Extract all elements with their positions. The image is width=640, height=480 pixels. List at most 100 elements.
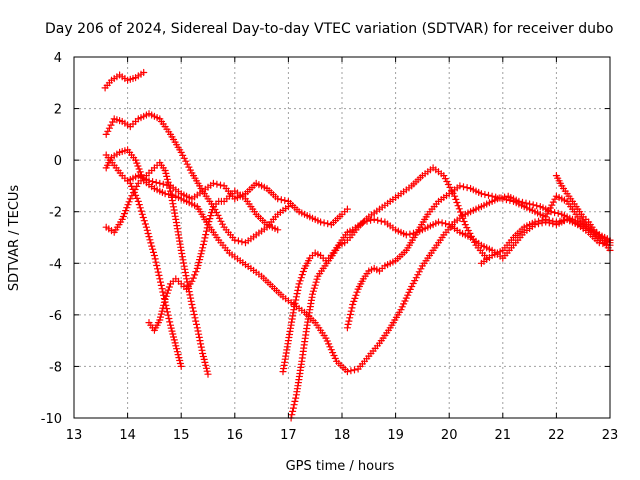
x-tick-label: 18 bbox=[334, 428, 351, 443]
data-point bbox=[217, 239, 220, 241]
data-point bbox=[491, 249, 493, 252]
data-point bbox=[295, 394, 298, 396]
data-point bbox=[126, 180, 129, 182]
data-point bbox=[212, 182, 215, 185]
data-point bbox=[598, 241, 601, 244]
data-point bbox=[153, 329, 156, 332]
data-point bbox=[368, 355, 370, 357]
data-point bbox=[475, 244, 477, 246]
data-point bbox=[282, 370, 284, 373]
data-point bbox=[201, 190, 204, 192]
data-point bbox=[561, 185, 563, 187]
data-point bbox=[175, 195, 177, 197]
data-point bbox=[293, 308, 295, 311]
data-point bbox=[169, 283, 172, 285]
data-point bbox=[104, 87, 106, 89]
data-point bbox=[223, 226, 225, 228]
series-trace bbox=[101, 68, 148, 92]
data-point bbox=[480, 244, 483, 246]
data-point bbox=[394, 259, 397, 262]
data-point bbox=[368, 270, 370, 272]
data-point bbox=[322, 267, 325, 270]
series-trace bbox=[287, 164, 491, 422]
data-point bbox=[561, 213, 563, 216]
data-point bbox=[448, 223, 451, 226]
data-point bbox=[287, 205, 290, 208]
x-tick-label: 14 bbox=[119, 428, 136, 443]
data-point bbox=[314, 252, 317, 254]
data-point bbox=[239, 259, 241, 262]
data-point bbox=[507, 195, 510, 197]
data-point bbox=[357, 368, 359, 370]
data-point bbox=[317, 275, 319, 278]
data-point bbox=[400, 192, 402, 195]
data-point bbox=[491, 195, 493, 197]
data-point bbox=[448, 192, 451, 195]
data-point bbox=[113, 164, 115, 167]
data-point bbox=[191, 280, 193, 283]
data-point bbox=[169, 324, 172, 327]
data-point bbox=[137, 174, 140, 177]
data-point bbox=[309, 257, 311, 259]
data-point bbox=[528, 203, 531, 205]
data-point bbox=[159, 319, 161, 321]
data-point bbox=[142, 71, 145, 74]
data-point bbox=[400, 308, 402, 311]
data-point bbox=[185, 278, 188, 280]
data-point bbox=[577, 223, 579, 226]
data-point bbox=[196, 327, 199, 329]
data-point bbox=[314, 321, 317, 324]
data-point bbox=[577, 208, 579, 210]
data-point bbox=[464, 223, 467, 226]
series-trace bbox=[102, 151, 185, 370]
data-point bbox=[287, 339, 290, 342]
data-point bbox=[223, 185, 225, 187]
data-point bbox=[185, 200, 188, 203]
data-point bbox=[502, 198, 504, 200]
data-point bbox=[121, 120, 123, 123]
series-markers bbox=[101, 68, 148, 92]
data-point bbox=[362, 278, 365, 280]
data-point bbox=[512, 200, 515, 203]
data-point bbox=[333, 252, 335, 254]
data-point bbox=[234, 190, 236, 192]
data-point bbox=[244, 192, 247, 195]
data-point bbox=[459, 231, 461, 234]
data-point bbox=[153, 254, 156, 257]
data-point bbox=[349, 236, 351, 239]
data-point bbox=[129, 198, 132, 200]
data-point bbox=[126, 79, 129, 81]
data-point bbox=[276, 198, 279, 200]
data-point bbox=[544, 218, 547, 221]
data-point bbox=[389, 262, 392, 265]
data-point bbox=[180, 151, 182, 154]
data-point bbox=[368, 216, 370, 218]
data-point bbox=[346, 370, 349, 373]
data-point bbox=[384, 265, 386, 267]
data-point bbox=[191, 303, 193, 306]
data-point bbox=[443, 174, 445, 177]
data-point bbox=[134, 159, 137, 161]
y-tick-label: 2 bbox=[54, 103, 62, 118]
data-point bbox=[378, 270, 381, 272]
data-point bbox=[319, 221, 322, 223]
data-point bbox=[145, 226, 148, 228]
data-point bbox=[373, 218, 376, 221]
series-markers bbox=[279, 215, 614, 376]
data-point bbox=[201, 247, 204, 249]
x-tick-label: 22 bbox=[548, 428, 565, 443]
data-point bbox=[185, 288, 188, 290]
data-point bbox=[378, 208, 381, 210]
data-point bbox=[453, 195, 456, 197]
data-point bbox=[287, 200, 290, 203]
data-point bbox=[523, 226, 525, 228]
data-point bbox=[351, 303, 354, 306]
data-point bbox=[276, 213, 279, 216]
data-point bbox=[346, 327, 349, 329]
data-point bbox=[593, 229, 595, 231]
data-point bbox=[180, 192, 182, 195]
series-trace bbox=[279, 215, 614, 376]
series-trace bbox=[102, 146, 614, 376]
data-point bbox=[159, 161, 161, 164]
